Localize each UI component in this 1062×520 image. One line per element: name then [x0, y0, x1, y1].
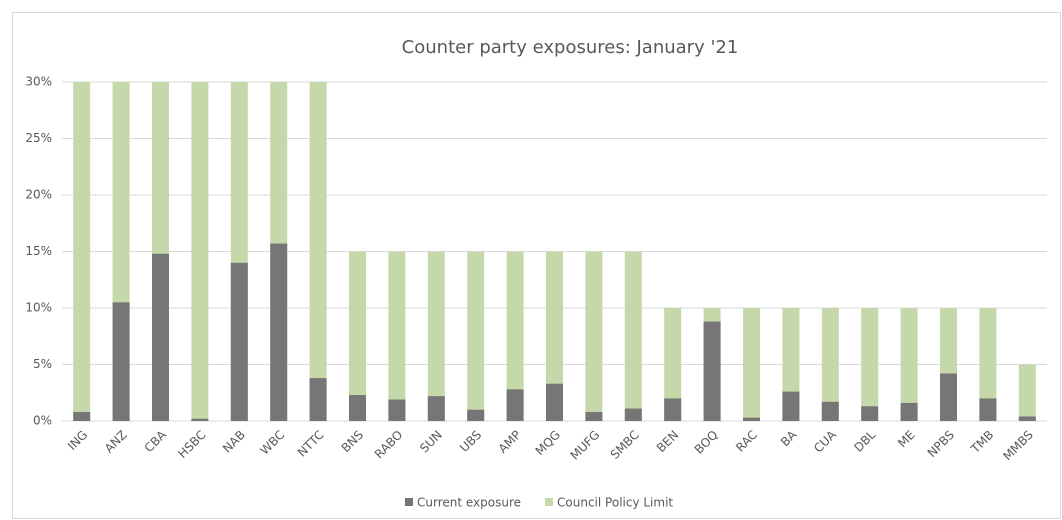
bar — [309, 378, 327, 421]
bar — [664, 398, 682, 421]
bar — [388, 251, 406, 421]
bar — [861, 406, 879, 421]
bar — [467, 251, 485, 421]
chart-border — [12, 12, 1061, 519]
bar — [821, 308, 839, 421]
bar — [427, 251, 445, 421]
bar — [664, 308, 682, 421]
bar — [585, 251, 603, 421]
bar — [467, 409, 485, 421]
bar — [388, 399, 406, 421]
y-tick-label: 0% — [33, 414, 52, 428]
bar — [1018, 364, 1036, 421]
legend-label: Current exposure — [417, 496, 521, 510]
bar — [112, 302, 130, 421]
bar — [230, 262, 248, 421]
bar — [309, 82, 327, 421]
bar — [624, 408, 642, 421]
bar — [506, 389, 524, 421]
bar — [152, 253, 169, 421]
y-tick-label: 10% — [25, 301, 52, 315]
bar — [270, 243, 288, 421]
y-tick-label: 30% — [25, 75, 52, 89]
bar — [191, 418, 209, 421]
bar — [546, 251, 563, 421]
legend-swatch — [545, 498, 554, 506]
bar — [349, 395, 366, 421]
y-tick-label: 5% — [33, 357, 52, 371]
bar — [585, 411, 603, 421]
bar — [782, 391, 800, 421]
bar — [191, 82, 209, 421]
bar — [900, 402, 918, 421]
bar — [73, 82, 91, 421]
bar — [506, 251, 524, 421]
bar — [743, 308, 760, 421]
bar — [427, 396, 445, 421]
bar — [703, 321, 721, 421]
bar — [73, 411, 91, 421]
bar — [861, 308, 879, 421]
y-tick-label: 20% — [25, 188, 52, 202]
bar — [624, 251, 642, 421]
bar — [1018, 416, 1036, 421]
bar — [940, 373, 957, 421]
legend-label: Council Policy Limit — [557, 496, 673, 510]
bar — [743, 417, 760, 421]
y-tick-label: 25% — [25, 131, 52, 145]
chart-title: Counter party exposures: January '21 — [402, 37, 739, 58]
bar — [821, 401, 839, 421]
legend-swatch — [405, 498, 413, 506]
bar — [979, 308, 997, 421]
y-tick-label: 15% — [25, 244, 52, 258]
bar — [546, 383, 563, 421]
bar — [349, 251, 366, 421]
bar — [979, 398, 997, 421]
bar — [900, 308, 918, 421]
